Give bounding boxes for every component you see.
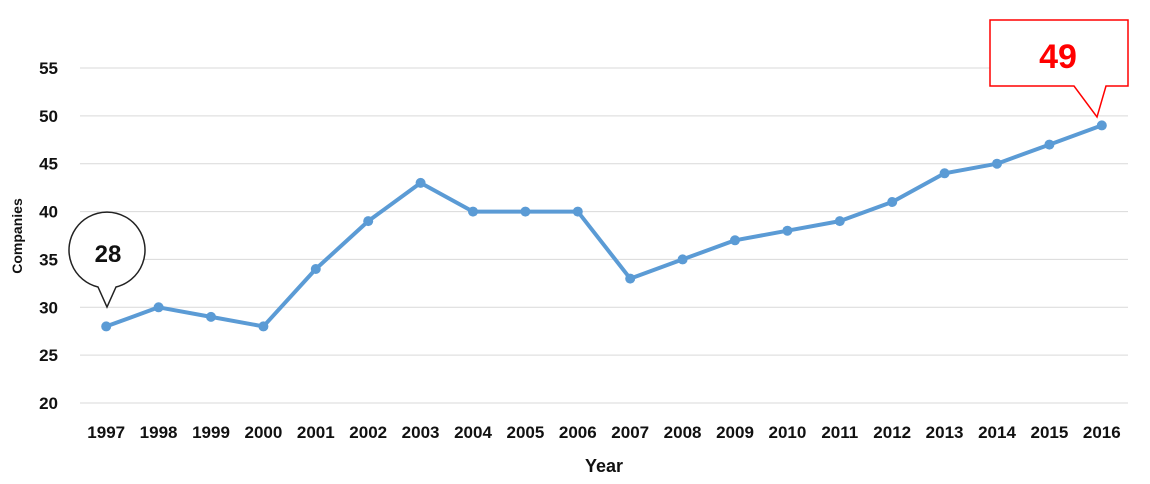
x-tick-label: 1999 [192, 423, 230, 442]
data-point [1096, 120, 1107, 131]
data-point [730, 235, 740, 246]
data-point [677, 254, 688, 265]
x-tick-label: 1998 [140, 423, 178, 442]
y-tick-label: 30 [39, 298, 58, 317]
x-tick-label: 2012 [873, 423, 911, 442]
series-line [104, 123, 1104, 329]
y-tick-label: 25 [39, 346, 58, 365]
annotation-last: 49 [989, 19, 1129, 119]
x-tick-label: 2002 [349, 423, 387, 442]
data-point [468, 206, 478, 217]
x-tick-labels: 1997 1998 1999 2000 2001 2002 2003 2004 2005 2006… [87, 423, 1120, 442]
annotations: 28 49 [68, 19, 1129, 309]
y-tick-labels: 20 25 30 35 40 45 50 55 [39, 59, 58, 413]
x-tick-label: 2000 [244, 423, 282, 442]
callout-first-label: 28 [95, 241, 122, 268]
callout-first-bubble [68, 211, 146, 309]
y-tick-label: 45 [39, 155, 58, 174]
x-tick-label: 2007 [611, 423, 649, 442]
callout-last-bubble [989, 19, 1129, 119]
data-point [887, 197, 898, 207]
x-tick-label: 2013 [926, 423, 964, 442]
data-point [363, 216, 374, 227]
x-tick-label: 2006 [559, 423, 597, 442]
x-tick-label: 2009 [716, 423, 754, 442]
callout-last-label: 49 [1039, 38, 1077, 76]
x-tick-label: 2011 [821, 423, 858, 442]
x-tick-label: 2010 [768, 423, 806, 442]
y-tick-label: 55 [39, 59, 58, 78]
x-tick-label: 2003 [402, 423, 440, 442]
data-point [1044, 139, 1055, 150]
x-tick-label: 2008 [664, 423, 702, 442]
data-point [939, 168, 950, 179]
y-tick-label: 20 [39, 394, 58, 413]
y-tick-label: 40 [39, 203, 58, 222]
gridlines [80, 67, 1128, 404]
data-point [101, 321, 112, 332]
data-point [415, 177, 426, 188]
data-point [782, 225, 793, 236]
data-point [992, 158, 1002, 169]
data-point [834, 216, 845, 227]
data-point [258, 321, 269, 332]
x-tick-label: 1997 [87, 423, 125, 442]
x-tick-label: 2001 [297, 423, 335, 442]
y-tick-label: 35 [39, 250, 58, 269]
x-tick-label: 2015 [1030, 423, 1068, 442]
data-point [572, 206, 583, 217]
x-tick-label: 2004 [454, 423, 492, 442]
x-tick-label: 2014 [978, 423, 1016, 442]
data-point [153, 302, 164, 313]
data-point [520, 206, 531, 217]
annotation-first: 28 [68, 211, 146, 309]
data-point [625, 273, 636, 284]
data-point [206, 311, 216, 322]
y-axis-title: Companies [9, 198, 25, 274]
x-tick-label: 2005 [506, 423, 544, 442]
x-axis-title: Year [585, 456, 623, 476]
series-group [101, 120, 1107, 332]
data-point [310, 264, 321, 274]
y-tick-label: 50 [39, 107, 58, 126]
x-tick-label: 2016 [1083, 423, 1121, 442]
